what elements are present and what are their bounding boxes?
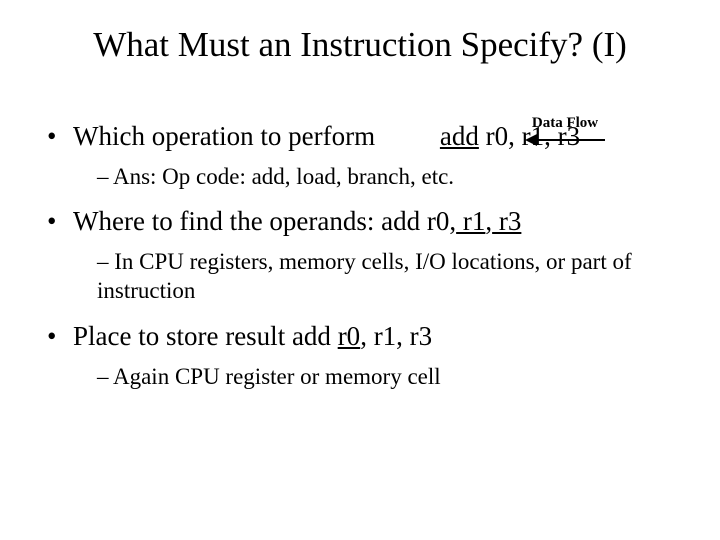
- bullet-3-r0: r0: [338, 321, 361, 351]
- bullet-3-sub: Again CPU register or memory cell: [97, 362, 675, 391]
- bullet-3: Place to store result add r0, r1, r3 Aga…: [45, 320, 675, 391]
- bullet-3-comma: ,: [360, 321, 367, 351]
- bullet-2-r3: r3: [492, 206, 521, 236]
- bullet-3-rest: r1, r3: [367, 321, 432, 351]
- bullet-list: Which operation to perform add r0, r1, r…: [45, 120, 675, 391]
- bullet-1-sub: Ans: Op code: add, load, branch, etc.: [97, 162, 675, 191]
- bullet-2-text: Where to find the operands: add r0,: [73, 206, 456, 236]
- bullet-2-r1: r1: [456, 206, 485, 236]
- bullet-1: Which operation to perform add r0, r1, r…: [45, 120, 675, 191]
- bullet-1-text: Which operation to perform: [73, 121, 375, 151]
- bullet-3-text: Place to store result add: [73, 321, 338, 351]
- bullet-2: Where to find the operands: add r0, r1, …: [45, 205, 675, 306]
- slide-title: What Must an Instruction Specify? (I): [45, 25, 675, 65]
- slide: { "title": "What Must an Instruction Spe…: [0, 0, 720, 540]
- bullet-1-regs: r0, r1, r3: [479, 121, 580, 151]
- bullet-1-opcode: add: [440, 121, 479, 151]
- bullet-2-sub: In CPU registers, memory cells, I/O loca…: [97, 247, 675, 306]
